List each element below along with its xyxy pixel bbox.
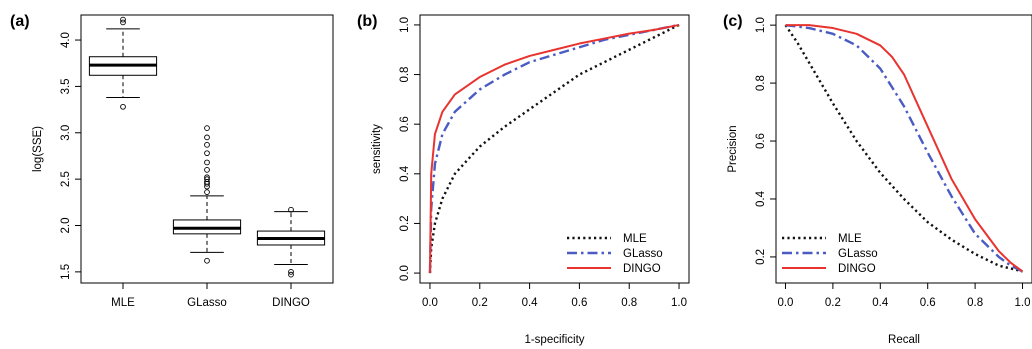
x-tick-label: 0.2 (825, 297, 841, 309)
outlier-point (204, 125, 210, 131)
x-tick-label: 0.2 (472, 297, 488, 309)
y-tick-label: 3.5 (60, 78, 72, 94)
outlier-point (288, 206, 294, 213)
outlier-point (204, 134, 210, 141)
x-tick-label: 0.0 (422, 297, 438, 309)
y-tick-label: 0.6 (755, 133, 767, 149)
outlier-point (120, 16, 126, 23)
y-tick-label: 0.8 (755, 75, 767, 91)
outlier-point (204, 159, 210, 166)
x-tick-label: 0.4 (872, 297, 889, 309)
legend: MLE GLasso DINGO (782, 233, 878, 275)
panel-label: (b) (357, 13, 377, 30)
outlier-point (120, 19, 126, 26)
outlier-point (288, 269, 294, 275)
legend-label-dingo: DINGO (838, 263, 876, 275)
y-tick-label: 2.0 (60, 218, 72, 234)
x-tick-label: DINGO (272, 297, 310, 309)
x-tick-label: 0.8 (967, 297, 983, 309)
outlier-point (288, 271, 294, 278)
x-axis-label: 1-specificity (524, 334, 584, 346)
series-line-glasso (785, 23, 1024, 273)
panel-2: (b) 0.0 0.2 0.4 0.6 0.8 1.0 sensitivity 0.0 0.2 0.… (357, 13, 690, 346)
y-tick-label: 1.0 (399, 17, 411, 33)
y-axis-label: log(SSE) (32, 126, 44, 172)
outlier-point (204, 167, 210, 173)
series-line-dingo (428, 23, 680, 274)
legend-label-mle: MLE (623, 233, 647, 245)
series-line-mle (428, 23, 680, 274)
x-tick-label: 0.8 (621, 297, 637, 309)
x-tick-label: GLasso (187, 297, 227, 309)
plot-frame (419, 14, 690, 284)
y-axis-label: Precision (727, 125, 739, 172)
plot-frame (775, 14, 1032, 284)
y-tick-label: 2.5 (60, 171, 72, 187)
legend-label-dingo: DINGO (623, 263, 661, 275)
y-tick-label: 4.0 (60, 32, 72, 48)
x-tick-label: 0.0 (777, 297, 793, 309)
legend-label-mle: MLE (838, 233, 862, 245)
box-mle (88, 16, 158, 110)
box-glasso (172, 125, 242, 264)
outlier-point (120, 103, 126, 110)
legend-label-glasso: GLasso (623, 248, 663, 260)
box-dingo (256, 206, 326, 278)
y-tick-label: 0.0 (399, 265, 411, 281)
x-tick-label: MLE (111, 297, 135, 309)
outlier-point (204, 257, 210, 264)
y-tick-label: 1.5 (60, 264, 72, 280)
legend-label-glasso: GLasso (838, 248, 878, 260)
x-tick-label: 0.6 (571, 297, 587, 309)
y-tick-label: 0.4 (755, 190, 767, 207)
panel-3: (c) 0.2 0.4 0.6 0.8 1.0 Precision 0.0 0.2 0.4 0.6 0… (723, 13, 1032, 346)
y-tick-label: 1.0 (755, 17, 767, 33)
y-tick-label: 0.4 (399, 165, 411, 182)
y-tick-label: 0.2 (399, 215, 411, 231)
outlier-point (204, 189, 210, 195)
outlier-point (204, 141, 210, 148)
legend: MLE GLasso DINGO (567, 233, 663, 275)
outlier-point (204, 150, 210, 157)
y-tick-label: 0.6 (399, 116, 411, 132)
series-line-glasso (428, 23, 680, 274)
series-line-dingo (785, 24, 1024, 273)
x-tick-label: 0.4 (522, 297, 539, 309)
x-tick-label: 1.0 (671, 297, 687, 309)
x-tick-label: 1.0 (1015, 297, 1031, 309)
outlier-point (204, 174, 210, 181)
panel-label: (a) (10, 13, 30, 30)
y-tick-label: 3.0 (60, 125, 72, 141)
panel-label: (c) (723, 13, 743, 30)
panel-1: (a) 1.5 2.0 2.5 3.0 3.5 4.0 log(SSE) MLE GLasso DI… (10, 13, 334, 309)
x-axis-label: Recall (888, 334, 920, 346)
y-axis-label: sensitivity (371, 124, 383, 174)
x-tick-label: 0.6 (920, 297, 936, 309)
y-tick-label: 0.8 (399, 67, 411, 83)
outlier-point (204, 176, 210, 182)
y-tick-label: 0.2 (755, 249, 767, 265)
